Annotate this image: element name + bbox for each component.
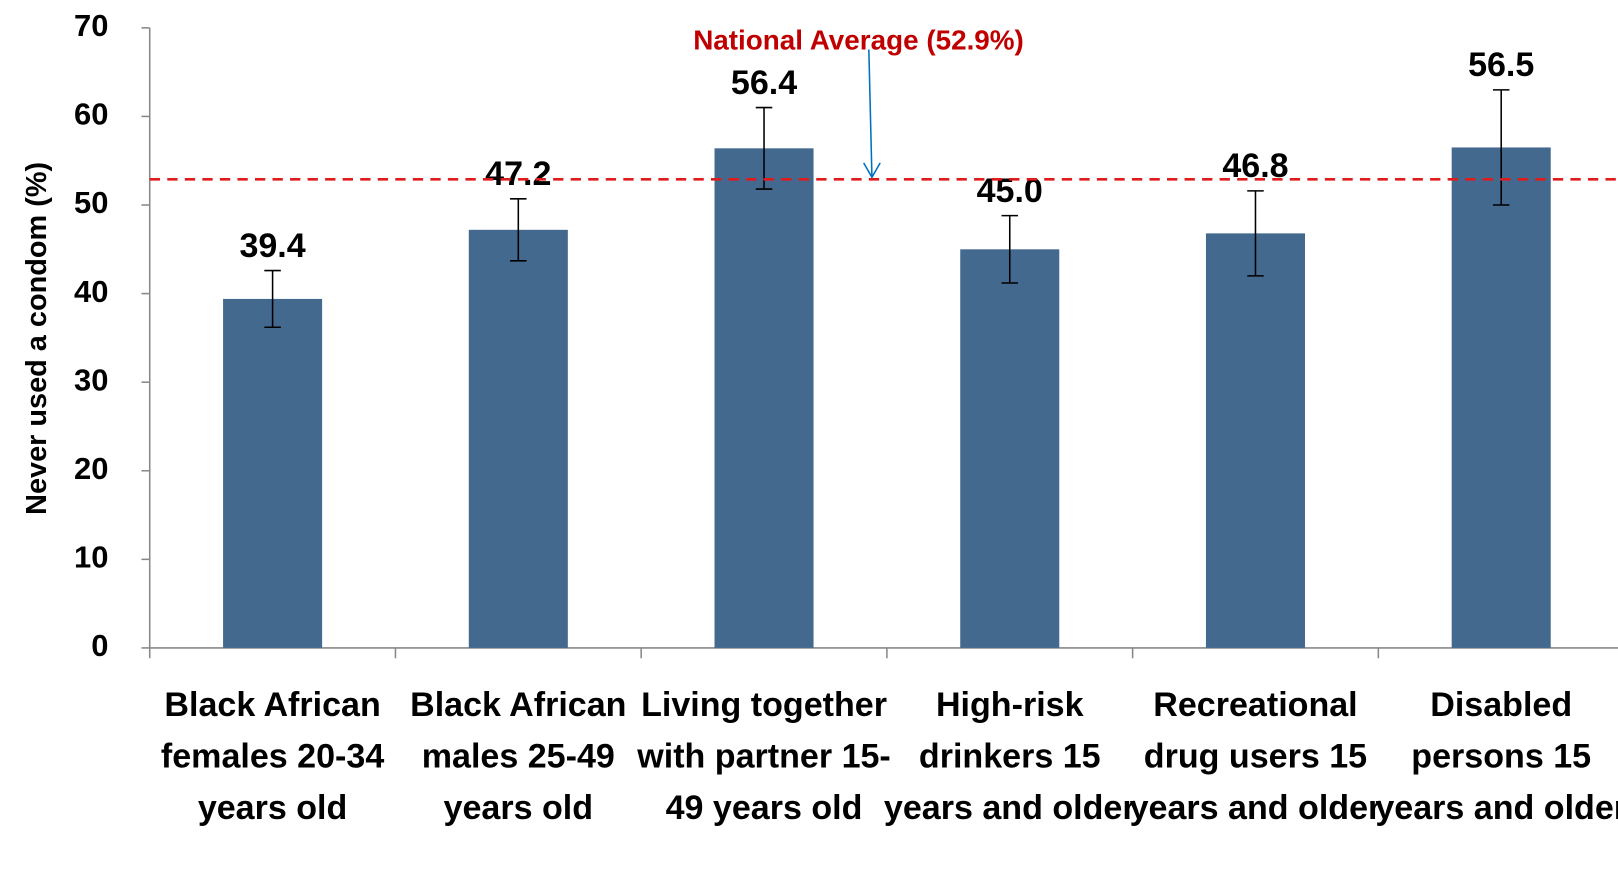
bar — [468, 229, 568, 648]
x-tick-label: Black African males 25-49 years old — [410, 685, 627, 827]
y-tick-label: 10 — [74, 540, 108, 575]
x-tick-label-box: Disabled persons 15 years and older — [1375, 685, 1618, 827]
y-tick-label: 0 — [91, 628, 108, 663]
reference-label: National Average (52.9%) — [693, 25, 1024, 56]
y-tick-label: 60 — [74, 97, 108, 132]
x-tick-label-box: Living together with partner 15-49 years… — [637, 685, 891, 827]
y-tick-label: 30 — [74, 362, 108, 397]
y-tick-label: 50 — [74, 185, 108, 220]
bar — [223, 298, 323, 648]
data-label: 39.4 — [239, 227, 305, 265]
x-tick-label-box: High-risk drinkers 15 years and older — [883, 685, 1136, 827]
x-tick-label-box: Recreational drug users 15 years and old… — [1129, 685, 1382, 827]
annotation-arrow — [868, 49, 873, 178]
error-bar — [510, 198, 527, 262]
error-bar — [1001, 214, 1019, 284]
x-tick-label: Black African females 20-34 years old — [160, 685, 385, 827]
data-label: 56.5 — [1468, 46, 1534, 84]
x-tick-label: Living together with partner 15-49 years… — [637, 685, 891, 827]
annotation-arrowhead — [863, 162, 881, 179]
y-tick-label: 20 — [74, 451, 108, 486]
y-tick-label: 70 — [74, 8, 108, 43]
bar — [1205, 233, 1306, 648]
y-tick-label: 40 — [74, 274, 108, 309]
bar — [960, 249, 1060, 648]
x-tick-label-box: Black African females 20-34 years old — [160, 685, 385, 827]
error-bar — [1247, 190, 1264, 277]
error-bar — [1492, 89, 1510, 206]
bar — [1451, 147, 1551, 648]
data-label: 47.2 — [485, 155, 551, 193]
x-tick-label: Recreational drug users 15 years and old… — [1129, 685, 1382, 827]
error-bar — [264, 269, 281, 329]
x-tick-label-box: Black African males 25-49 years old — [410, 685, 627, 827]
bar — [714, 148, 814, 648]
y-axis-label: Never used a condom (%) — [21, 162, 53, 515]
x-tick-label: Disabled persons 15 years and older — [1375, 685, 1618, 827]
data-label: 56.4 — [731, 64, 797, 102]
error-bar — [755, 106, 773, 190]
data-label: 45.0 — [977, 172, 1043, 210]
x-tick-label: High-risk drinkers 15 years and older — [883, 685, 1136, 827]
